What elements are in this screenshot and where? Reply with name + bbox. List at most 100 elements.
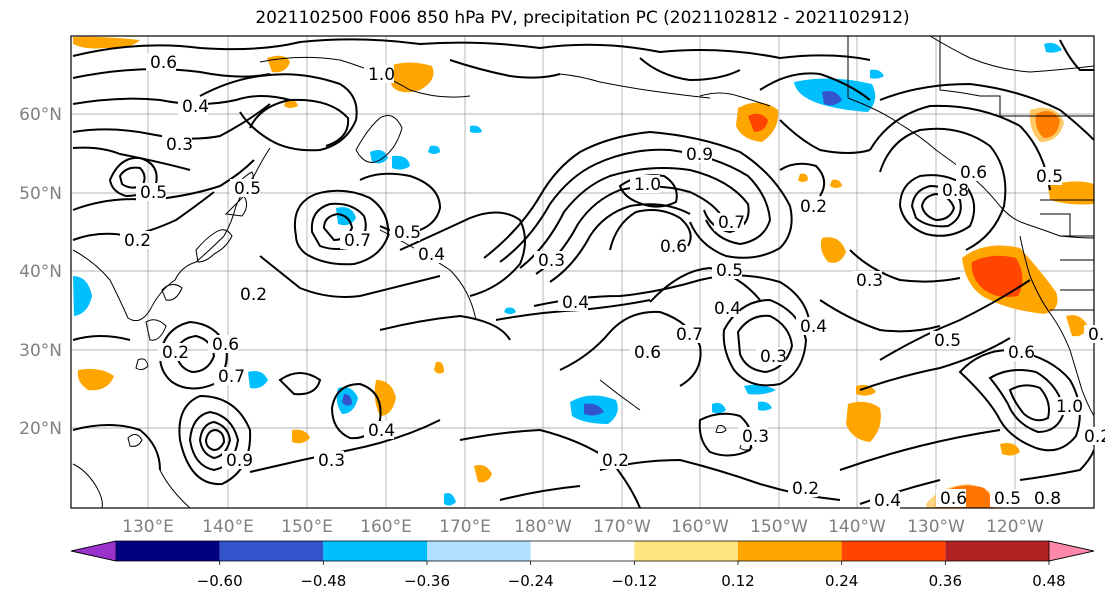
colorbar-tick-label: −0.12	[611, 572, 657, 590]
pv-label-backdrop	[796, 317, 826, 335]
pv-contour-label: 0.6	[960, 163, 987, 183]
pv-contour-label: 0.9	[226, 451, 253, 471]
pv-contour-label: 0.5	[994, 489, 1021, 509]
pv-contour-label: 0.5	[394, 223, 421, 243]
lon-label: 170°E	[439, 517, 491, 537]
colorbar-segment	[116, 541, 220, 561]
pv-label-backdrop	[1030, 489, 1060, 507]
pv-contour-label: 0.8	[942, 181, 969, 201]
pv-contours	[72, 38, 1094, 508]
lat-label: 40°N	[19, 262, 62, 282]
colorbar-segment	[634, 541, 738, 561]
pv-label-backdrop	[1084, 325, 1105, 343]
pv-contour-label: 0.4	[418, 245, 445, 265]
colorbar-segment	[530, 541, 635, 561]
pv-label-backdrop	[558, 293, 588, 311]
lon-label: 140°E	[202, 517, 254, 537]
pv-label-backdrop	[630, 175, 660, 193]
pv-label-backdrop	[1032, 167, 1062, 185]
pv-label-backdrop	[598, 451, 628, 469]
pv-contour-label: 0.2	[162, 343, 189, 363]
pv-label-backdrop	[852, 271, 882, 289]
pv-label-backdrop	[158, 343, 188, 361]
pv-contour-label: 0.2	[240, 285, 267, 305]
longitude-labels: 130°E 140°E 150°E 160°E 170°E 180°W 170°W 160°W…	[122, 517, 1044, 537]
pv-label-backdrop	[222, 451, 252, 469]
pv-contour-label: 0.2	[602, 451, 629, 471]
pv-contour-label: 0.5	[1036, 167, 1063, 187]
pv-contour-label: 0.6	[940, 489, 967, 509]
pv-contour-label: 0.9	[686, 145, 713, 165]
pv-label-backdrop	[756, 347, 786, 365]
pv-contour-label: 0.3	[318, 451, 345, 471]
coastlines	[72, 36, 1094, 508]
pv-contours-thin	[159, 229, 641, 508]
colorbar-tick-label: −0.60	[197, 572, 243, 590]
lon-label: 160°E	[360, 517, 412, 537]
lon-label: 160°W	[671, 517, 729, 537]
pv-contour-label: 0.7	[676, 325, 703, 345]
lat-label: 20°N	[19, 419, 62, 439]
pv-contour-label: 0.2	[792, 479, 819, 499]
pv-contour-label: 0.8	[1034, 489, 1061, 509]
pv-label-backdrop	[682, 145, 712, 163]
negative-precip-patches	[73, 42, 1062, 506]
pv-label-backdrop	[1004, 343, 1034, 361]
pv-contour-label: 0.4	[368, 421, 395, 441]
lon-label: 180°W	[514, 517, 572, 537]
pv-label-backdrop	[120, 231, 150, 249]
pv-contour-label: 0.6	[634, 343, 661, 363]
pv-label-backdrop	[1080, 427, 1105, 445]
pv-label-backdrop	[990, 489, 1020, 507]
pv-contour-label: 0.6	[660, 237, 687, 257]
pv-contour-label: 0.3	[856, 271, 883, 291]
lon-label: 120°W	[986, 517, 1044, 537]
positive-precip-patches	[73, 36, 1094, 508]
colorbar-segment	[219, 541, 324, 561]
lon-label: 150°E	[281, 517, 333, 537]
colorbar-tick-label: −0.24	[508, 572, 554, 590]
colorbar-tick-label: 0.24	[825, 572, 858, 590]
pv-contour-label: 0.6	[1008, 343, 1035, 363]
colorbar-segment	[738, 541, 842, 561]
colorbar: −0.60 −0.48 −0.36 −0.24 −0.12 0.12 0.24 0.36 0.4…	[70, 540, 1095, 590]
pv-contour-label: 0.7	[718, 213, 745, 233]
pv-label-backdrop	[710, 299, 740, 317]
pv-contour-label: 0.4	[714, 299, 741, 319]
pv-contour-label: 0.3	[538, 251, 565, 271]
pv-label-backdrop	[714, 213, 744, 231]
lon-label: 170°W	[593, 517, 651, 537]
pv-contour-label: 0.7	[218, 367, 245, 387]
pv-contour-label: 0.2	[124, 231, 151, 251]
pv-contour-label: 0.5	[716, 261, 743, 281]
pv-label-backdrop	[236, 285, 266, 303]
colorbar-tick-label: 0.12	[721, 572, 754, 590]
pv-label-backdrop	[956, 163, 986, 181]
pv-label-backdrop	[796, 197, 826, 215]
pv-contour-label: 0.3	[760, 347, 787, 367]
pv-contour-label: 1.0	[634, 175, 661, 195]
latitude-labels: 60°N 50°N 40°N 30°N 20°N	[19, 105, 62, 439]
colorbar-segment	[841, 541, 946, 561]
lon-label: 140°W	[828, 517, 886, 537]
colorbar-segment	[323, 541, 427, 561]
colorbar-tick-label: 0.36	[929, 572, 962, 590]
lat-label: 30°N	[19, 341, 62, 361]
lon-label: 150°W	[750, 517, 808, 537]
pv-label-backdrop	[1052, 397, 1082, 415]
pv-contour-label: 0.4	[800, 317, 827, 337]
pv-label-backdrop	[146, 53, 176, 71]
lat-label: 60°N	[19, 105, 62, 125]
colorbar-tick-label: −0.48	[300, 572, 346, 590]
pv-contour-label: 0.4	[182, 97, 209, 117]
colorbar-segment	[427, 541, 531, 561]
pv-contour-label: 0.4	[874, 491, 901, 511]
pv-label-backdrop	[672, 325, 702, 343]
pv-label-backdrop	[534, 251, 564, 269]
pv-contour-label: 0.5	[234, 179, 261, 199]
colorbar-min-extend	[70, 540, 117, 562]
pv-label-backdrop	[930, 331, 960, 349]
pv-label-backdrop	[936, 489, 966, 507]
pv-contour-labels: 0.60.40.30.50.21.00.50.7 0.50.4 0.30.40.20…	[120, 53, 1105, 511]
